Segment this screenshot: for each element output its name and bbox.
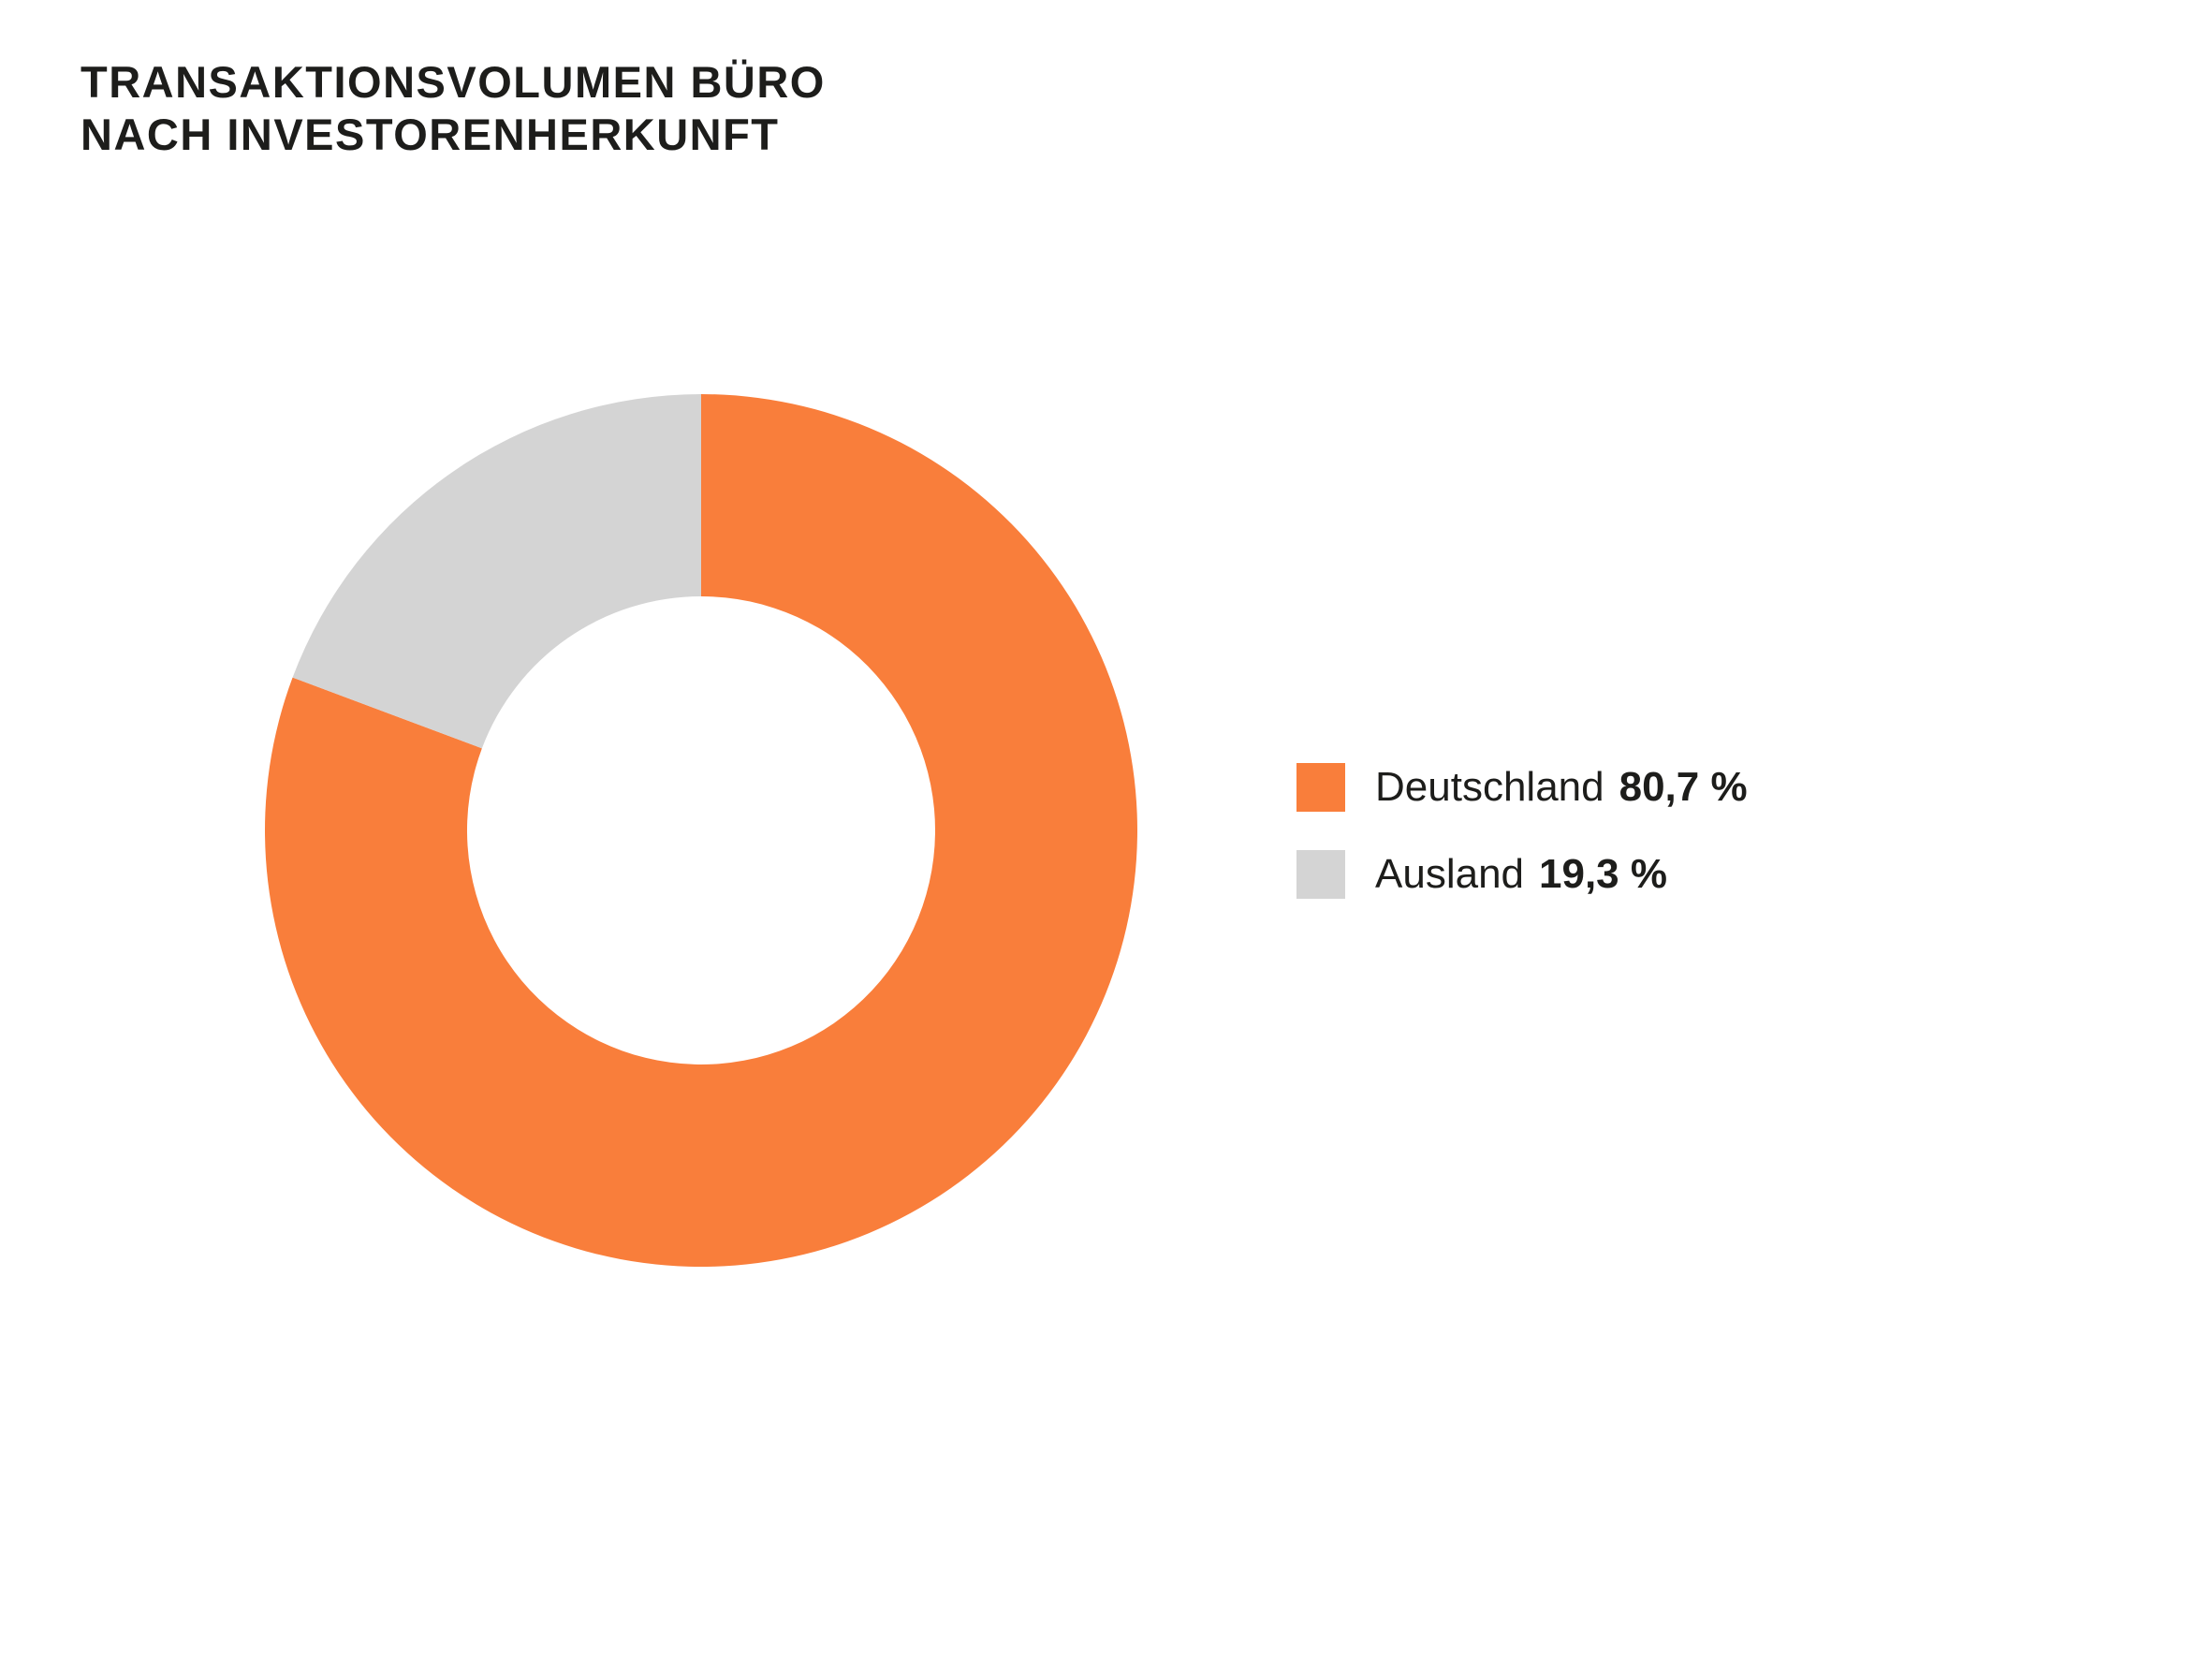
chart-title-line-1: TRANSAKTIONSVOLUMEN BÜRO [81,57,826,107]
legend-value: 19,3 % [1539,851,1667,897]
legend-label: Deutschland [1375,764,1604,810]
legend-value: 80,7 % [1619,764,1748,810]
chart-title: TRANSAKTIONSVOLUMEN BÜRO NACH INVESTOREN… [81,56,826,161]
legend-item-deutschland: Deutschland 80,7 % [1296,763,1748,812]
donut-chart [265,394,1138,1267]
donut-slice-deutschland [265,394,1138,1267]
chart-legend: Deutschland 80,7 % Ausland 19,3 % [1296,763,1748,937]
legend-item-ausland: Ausland 19,3 % [1296,850,1748,899]
chart-title-line-2: NACH INVESTORENHERKUNFT [81,110,780,159]
donut-chart-container [265,394,1138,1267]
legend-swatch-ausland [1296,850,1345,899]
donut-slice-ausland [292,394,701,749]
legend-label: Ausland [1375,851,1525,897]
legend-swatch-deutschland [1296,763,1345,812]
